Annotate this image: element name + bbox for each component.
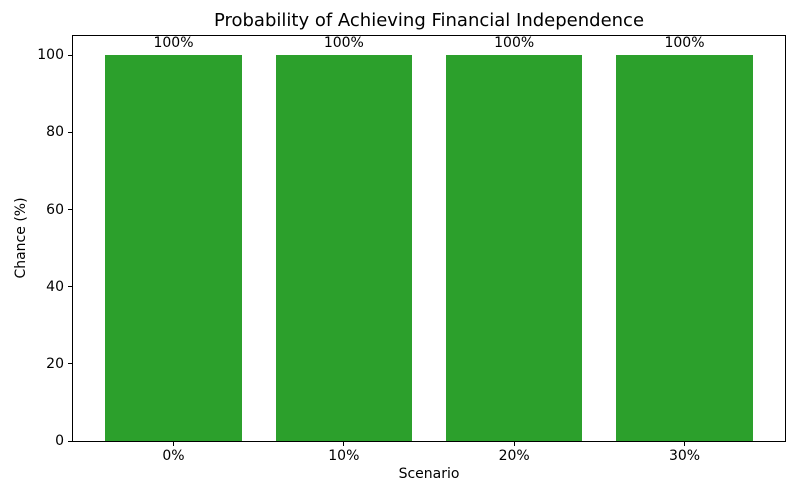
chart-title: Probability of Achieving Financial Indep… bbox=[213, 10, 645, 31]
y-axis-label: Chance (%) bbox=[13, 197, 29, 279]
bar bbox=[616, 55, 753, 441]
y-tick-mark bbox=[68, 209, 72, 211]
y-tick-label: 80 bbox=[46, 124, 64, 141]
y-tick-label: 0 bbox=[55, 433, 64, 449]
x-tick-mark bbox=[343, 442, 345, 446]
bar-value-label: 100% bbox=[494, 35, 535, 52]
x-tick-mark bbox=[684, 442, 685, 446]
x-tick-label: 10% bbox=[328, 448, 360, 464]
bar bbox=[446, 55, 583, 441]
y-tick-mark bbox=[68, 440, 72, 442]
x-tick-label: 20% bbox=[498, 448, 530, 464]
x-tick-mark bbox=[513, 442, 515, 446]
plot-area: 0 20 40 60 80 100 100% 0% 100% 10% 100% 20% 100% 30% bbox=[37, 35, 786, 463]
bar bbox=[275, 55, 412, 441]
bar-value-label: 100% bbox=[153, 35, 194, 52]
bar-value-label: 100% bbox=[664, 35, 705, 52]
y-tick-mark bbox=[68, 131, 72, 133]
y-tick-mark bbox=[68, 54, 72, 56]
x-tick-label: 0% bbox=[162, 448, 185, 464]
y-tick-mark bbox=[68, 286, 72, 288]
y-tick-mark bbox=[68, 363, 72, 365]
y-tick-label: 60 bbox=[46, 201, 64, 218]
x-axis-label: Scenario bbox=[398, 466, 460, 482]
y-tick-label: 40 bbox=[46, 278, 64, 295]
bar bbox=[105, 55, 242, 441]
y-tick-label: 100 bbox=[37, 47, 64, 64]
y-tick-label: 20 bbox=[46, 355, 64, 372]
bar-value-label: 100% bbox=[323, 35, 364, 52]
x-tick-label: 30% bbox=[668, 448, 701, 464]
x-tick-mark bbox=[172, 442, 174, 446]
